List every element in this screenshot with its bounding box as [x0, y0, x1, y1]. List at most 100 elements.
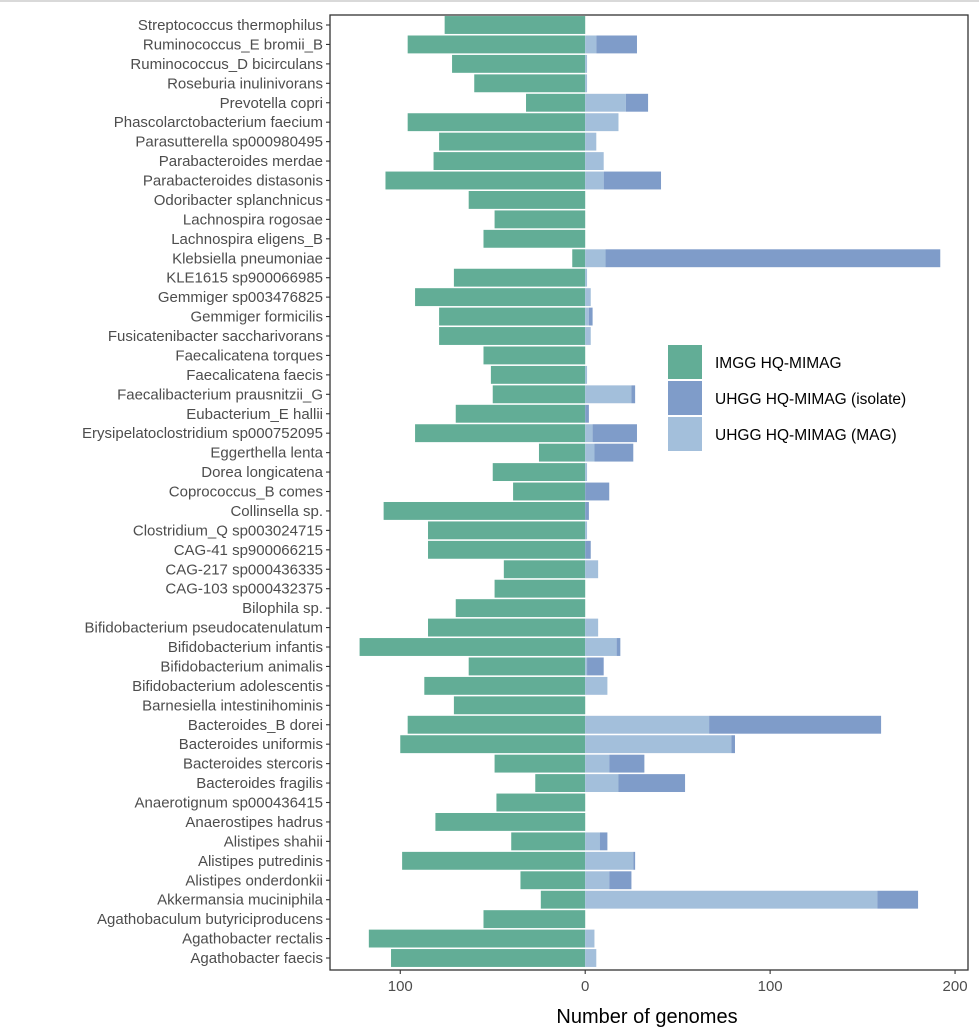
- y-tick-label: Bifidobacterium animalis: [160, 658, 323, 675]
- legend-label: UHGG HQ-MIMAG (MAG): [715, 427, 897, 444]
- bar-uhgg-isolate: [585, 404, 589, 423]
- bar-imgg: [494, 754, 586, 773]
- bar-uhgg-isolate: [603, 171, 662, 190]
- bar-uhgg-mag: [585, 832, 600, 851]
- y-tick-label: Anaerostipes hadrus: [185, 814, 323, 831]
- bar-uhgg-mag: [585, 443, 595, 462]
- y-tick-label: Faecalicatena torques: [175, 347, 323, 364]
- y-tick-label: Akkermansia muciniphila: [157, 892, 324, 909]
- legend-swatch: [668, 417, 702, 451]
- bar-uhgg-isolate: [585, 482, 610, 501]
- bar-imgg: [520, 871, 586, 890]
- bar-uhgg-mag: [585, 307, 589, 326]
- bar-uhgg-mag: [585, 774, 619, 793]
- bar-imgg: [494, 210, 586, 229]
- bar-imgg: [433, 152, 586, 171]
- bar-uhgg-isolate: [616, 638, 621, 656]
- bar-imgg: [511, 832, 586, 851]
- y-tick-label: Bacteroides uniformis: [179, 736, 323, 753]
- bar-uhgg-mag: [585, 132, 597, 151]
- y-tick-label: Klebsiella pneumoniae: [172, 250, 323, 267]
- bar-imgg: [439, 132, 586, 151]
- y-tick-label: Gemmiger formicilis: [190, 309, 323, 326]
- bar-uhgg-mag: [585, 424, 593, 443]
- y-tick-label: Anaerotignum sp000436415: [135, 795, 323, 812]
- y-tick-label: Alistipes putredinis: [198, 853, 323, 870]
- y-tick-label: Dorea longicatena: [201, 464, 323, 481]
- y-tick-label: Collinsella sp.: [230, 503, 323, 520]
- y-tick-label: Eggerthella lenta: [210, 445, 323, 462]
- bar-imgg: [455, 599, 586, 618]
- bar-imgg: [483, 910, 586, 929]
- y-tick-label: Faecalibacterium prausnitzii_G: [117, 386, 323, 403]
- window-top-border: [0, 0, 979, 2]
- bar-uhgg-isolate: [618, 774, 686, 793]
- y-tick-label: Erysipelatoclostridium sp000752095: [82, 425, 323, 442]
- y-tick-label: Eubacterium_E hallii: [186, 406, 323, 423]
- bar-imgg: [415, 424, 586, 443]
- bar-uhgg-isolate: [592, 424, 637, 443]
- bar-uhgg-mag: [585, 152, 604, 171]
- bar-uhgg-isolate: [631, 385, 636, 404]
- bar-uhgg-mag: [585, 54, 588, 73]
- bar-uhgg-mag: [585, 365, 588, 384]
- bar-uhgg-mag: [585, 890, 878, 909]
- y-tick-label: Alistipes onderdonkii: [185, 872, 323, 889]
- bar-imgg: [439, 307, 586, 326]
- bar-uhgg-mag: [585, 74, 588, 93]
- y-tick-label: Gemmiger sp003476825: [158, 289, 323, 306]
- bar-uhgg-isolate: [633, 851, 636, 870]
- bar-uhgg-mag: [585, 35, 597, 54]
- plot-panel: [329, 14, 969, 971]
- y-tick-label: Ruminococcus_D bicirculans: [130, 56, 323, 73]
- bar-imgg: [535, 774, 586, 793]
- bar-imgg: [453, 696, 586, 715]
- bar-uhgg-mag: [585, 638, 617, 656]
- bar-uhgg-isolate: [877, 890, 919, 909]
- bar-imgg: [435, 812, 586, 831]
- bar-imgg: [452, 54, 586, 73]
- bar-uhgg-mag: [585, 385, 632, 404]
- bar-imgg: [572, 249, 586, 268]
- y-tick-label: Fusicatenibacter saccharivorans: [108, 328, 323, 345]
- y-tick-label: Lachnospira rogosae: [183, 211, 323, 228]
- bar-uhgg-isolate: [731, 735, 735, 754]
- bar-uhgg-mag: [585, 463, 588, 482]
- bar-imgg: [428, 618, 586, 637]
- bar-imgg: [483, 346, 586, 365]
- bar-uhgg-mag: [585, 618, 599, 637]
- bar-imgg: [503, 560, 586, 579]
- bar-uhgg-mag: [585, 949, 597, 967]
- bar-uhgg-isolate: [596, 35, 637, 54]
- y-tick-label: Clostridium_Q sp003024715: [133, 522, 323, 539]
- bar-uhgg-mag: [585, 113, 619, 132]
- bar-imgg: [391, 949, 586, 967]
- bar-uhgg-mag: [585, 929, 595, 948]
- bar-imgg: [359, 638, 586, 656]
- bar-imgg: [385, 171, 586, 190]
- bar-imgg: [400, 735, 586, 754]
- bar-uhgg-mag: [585, 560, 599, 579]
- x-axis-title: Number of genomes: [556, 1006, 737, 1028]
- bar-uhgg-isolate: [585, 540, 591, 559]
- x-tick-label: 0: [581, 978, 589, 995]
- bar-uhgg-mag: [585, 268, 588, 287]
- bar-uhgg-mag: [585, 171, 604, 190]
- bar-imgg: [492, 463, 586, 482]
- bar-uhgg-mag: [585, 735, 732, 754]
- bar-uhgg-isolate: [588, 307, 593, 326]
- bar-uhgg-isolate: [599, 832, 608, 851]
- bar-imgg: [453, 268, 586, 287]
- bar-uhgg-mag: [585, 754, 610, 773]
- bar-uhgg-mag: [585, 521, 588, 540]
- y-tick-label: Parasutterella sp000980495: [135, 134, 323, 151]
- y-tick-label: Ruminococcus_E bromii_B: [143, 36, 323, 53]
- bar-imgg: [428, 521, 586, 540]
- bar-uhgg-isolate: [609, 871, 632, 890]
- bar-imgg: [492, 385, 586, 404]
- bar-uhgg-mag: [585, 288, 591, 307]
- bar-uhgg-isolate: [609, 754, 645, 773]
- legend-label: IMGG HQ-MIMAG: [715, 355, 842, 372]
- bar-imgg: [439, 327, 586, 345]
